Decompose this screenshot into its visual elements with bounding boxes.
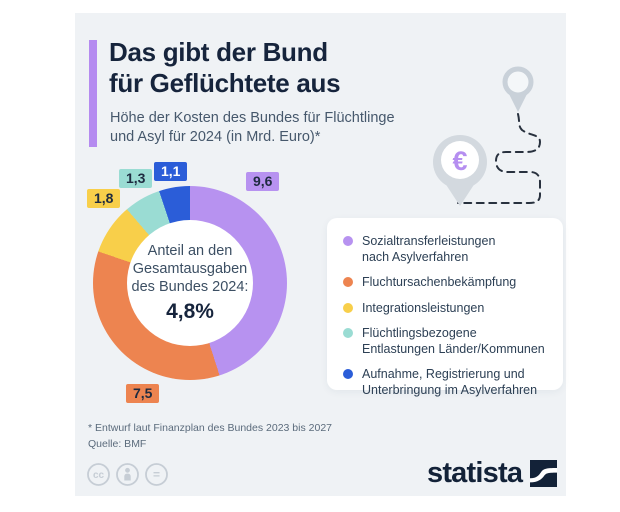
- title-line-2: für Geflüchtete aus: [109, 68, 341, 98]
- cc-icon: cc: [87, 463, 110, 486]
- map-pin-euro-icon: €: [433, 135, 487, 206]
- legend-item-fluchtursachen: Fluchtursachenbekämpfung: [343, 275, 549, 291]
- attribution-icon: [116, 463, 139, 486]
- statista-branding: statista: [427, 457, 558, 490]
- center-label-line-1: Anteil an den: [147, 243, 233, 259]
- page-subtitle: Höhe der Kosten des Bundes für Flüchtlin…: [110, 109, 395, 147]
- map-pin-small-icon: [502, 66, 534, 112]
- dashed-route-path: [457, 113, 542, 204]
- statista-wordmark: statista: [427, 457, 523, 489]
- source-text: Quelle: BMF: [88, 438, 147, 450]
- legend-label-line2: Entlastungen Länder/Kommunen: [362, 341, 545, 356]
- value-label-sozialtransfer: 9,6: [246, 172, 280, 191]
- value-label-fluchtursachen: 7,5: [126, 384, 160, 403]
- euro-symbol: €: [452, 146, 467, 176]
- legend-item-aufnahme: Aufnahme, Registrierung und Unterbringun…: [343, 367, 549, 398]
- footnote: * Entwurf laut Finanzplan des Bundes 202…: [88, 420, 332, 452]
- license-icons: cc =: [86, 462, 169, 487]
- legend-label: Fluchtursachenbekämpfung: [362, 275, 517, 289]
- page-title: Das gibt der Bund für Geflüchtete aus: [109, 37, 341, 99]
- legend-dot-yellow: [343, 302, 353, 313]
- legend-dot-teal: [343, 328, 353, 338]
- legend-label: Integrationsleistungen: [362, 300, 485, 315]
- infographic-card: Das gibt der Bund für Geflüchtete aus Hö…: [75, 13, 566, 496]
- center-value: 4,8%: [166, 300, 214, 323]
- subtitle-line-2: und Asyl für 2024 (in Mrd. Euro)*: [110, 129, 321, 145]
- donut-center: Anteil an den Gesamtausgaben des Bundes …: [127, 220, 253, 346]
- legend-label: Sozialtransferleistungen: [362, 234, 496, 248]
- legend-label-line2: Unterbringung im Asylverfahren: [362, 382, 538, 397]
- statista-logo-icon: [530, 460, 558, 487]
- legend-label-line2: nach Asylverfahren: [362, 249, 469, 264]
- footnote-text: * Entwurf laut Finanzplan des Bundes 202…: [88, 422, 332, 434]
- value-label-integration: 1,8: [87, 189, 121, 208]
- legend-item-integration: Integrationsleistungen: [343, 301, 549, 317]
- legend-dot-orange: [343, 277, 353, 287]
- title-line-1: Das gibt der Bund: [109, 37, 328, 67]
- center-label-line-2: Gesamtausgaben: [132, 261, 248, 277]
- legend-dot-purple: [343, 236, 353, 246]
- legend-label: Aufnahme, Registrierung und: [362, 367, 525, 381]
- svg-text:=: =: [153, 468, 160, 482]
- no-derivatives-icon: =: [145, 463, 168, 486]
- route-decoration: €: [433, 66, 542, 206]
- svg-text:cc: cc: [93, 470, 105, 481]
- value-label-aufnahme: 1,1: [154, 162, 188, 181]
- center-label-line-3: des Bundes 2024:: [131, 279, 249, 295]
- legend-dot-blue: [343, 369, 353, 379]
- legend-item-sozialtransfer: Sozialtransferleistungen nach Asylverfah…: [343, 234, 549, 265]
- legend-label: Flüchtlingsbezogene: [362, 326, 477, 340]
- donut-chart: Anteil an den Gesamtausgaben des Bundes …: [93, 186, 287, 380]
- subtitle-line-1: Höhe der Kosten des Bundes für Flüchtlin…: [110, 110, 395, 126]
- legend-item-entlastungen: Flüchtlingsbezogene Entlastungen Länder/…: [343, 326, 549, 357]
- value-label-entlastungen: 1,3: [119, 169, 153, 188]
- legend-panel: Sozialtransferleistungen nach Asylverfah…: [327, 218, 563, 397]
- title-accent-bar: [89, 40, 97, 147]
